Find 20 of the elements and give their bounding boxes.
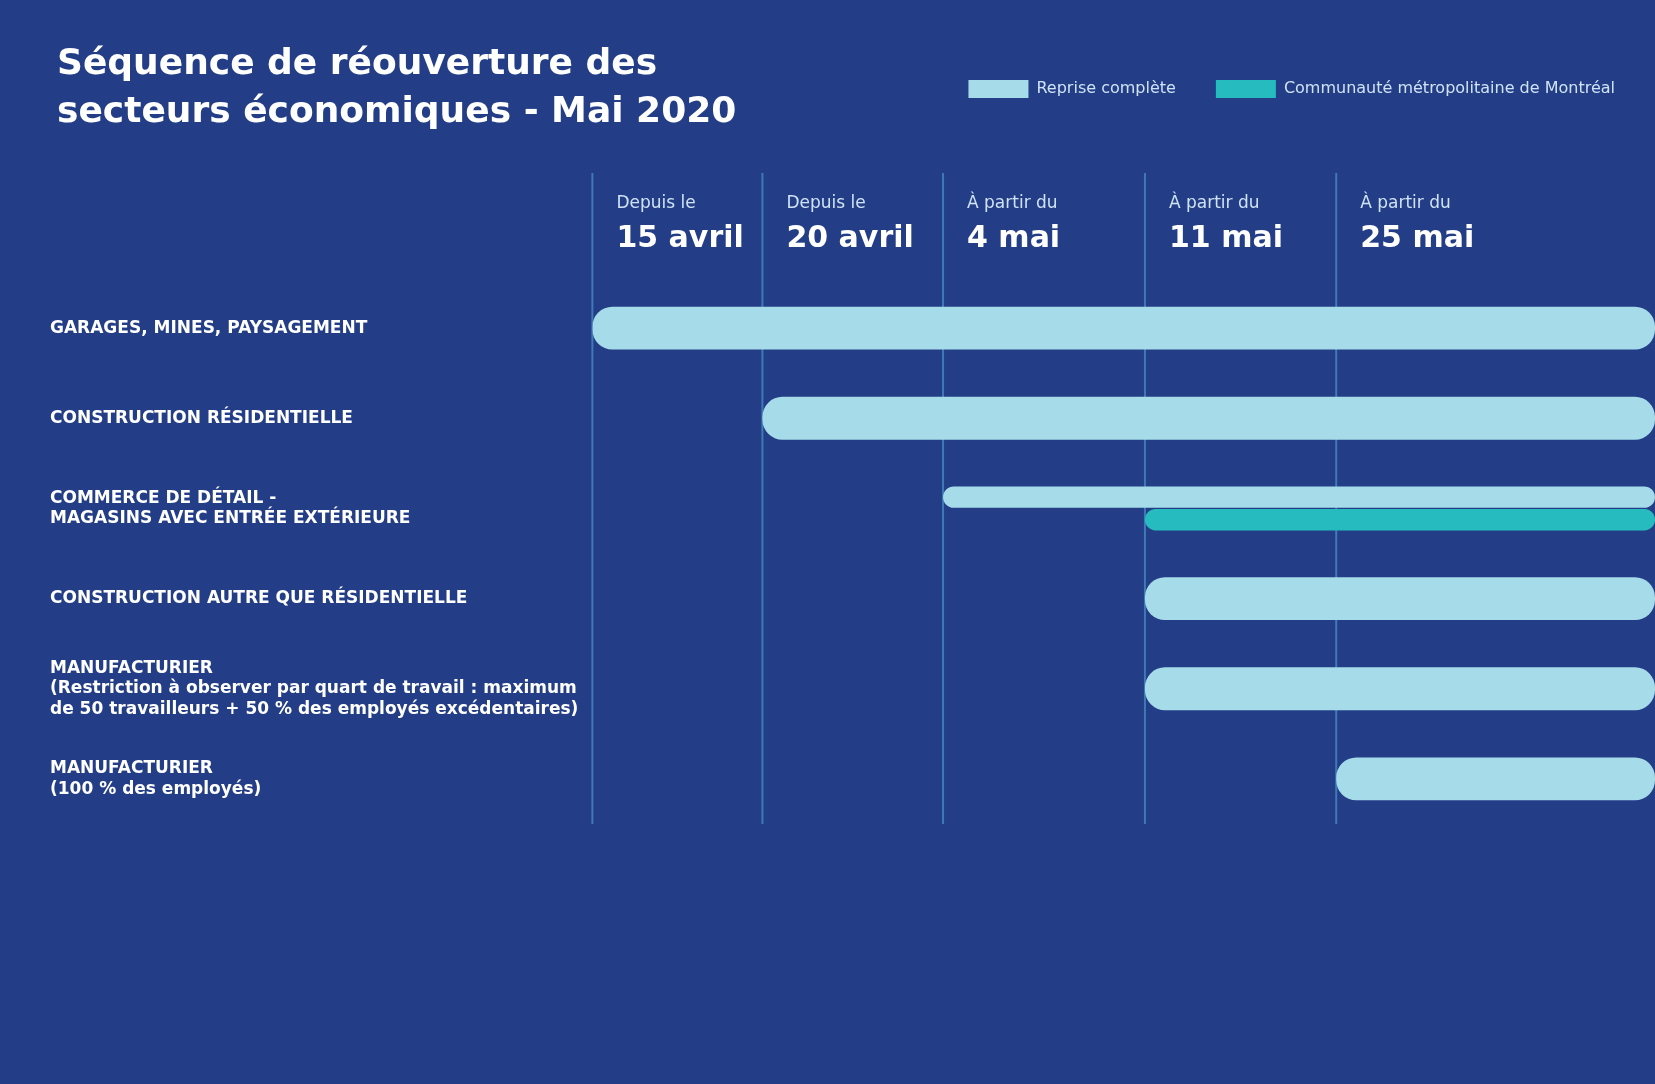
legend-label: Reprise complète — [1036, 78, 1176, 98]
ref-line-label: À partir du 4 mai — [967, 191, 1061, 254]
bar — [762, 396, 1655, 440]
bar — [1144, 667, 1655, 711]
bar — [1144, 577, 1655, 620]
y-tick-label: CONSTRUCTION RÉSIDENTIELLE — [50, 405, 353, 427]
y-tick-label: MANUFACTURIER (Restriction à observer par quart de travail : maximum de 50 travailleurs + 50 % des employés excédentaires) — [50, 656, 579, 718]
y-tick-label: CONSTRUCTION AUTRE QUE RÉSIDENTIELLE — [50, 586, 468, 608]
chart-title: Séquence de réouverture des secteurs économiques - Mai 2020 — [57, 40, 738, 132]
y-tick-label: MANUFACTURIER (100 % des employés) — [50, 757, 262, 798]
y-tick-label: COMMERCE DE DÉTAIL - MAGASINS AVEC ENTRÉE EXTÉRIEURE — [50, 485, 411, 528]
ref-line-label: Depuis le 20 avril — [786, 192, 914, 254]
ref-line-label: À partir du 11 mai — [1168, 191, 1283, 254]
legend-label: Communauté métropolitaine de Montréal — [1283, 78, 1615, 98]
ref-line-label: Depuis le 15 avril — [616, 192, 744, 254]
ref-line-label: À partir du 25 mai — [1360, 191, 1475, 254]
bar — [1144, 508, 1655, 531]
y-tick-label: GARAGES, MINES, PAYSAGEMENT — [50, 316, 368, 337]
bar — [592, 306, 1655, 350]
bar — [1336, 757, 1655, 801]
